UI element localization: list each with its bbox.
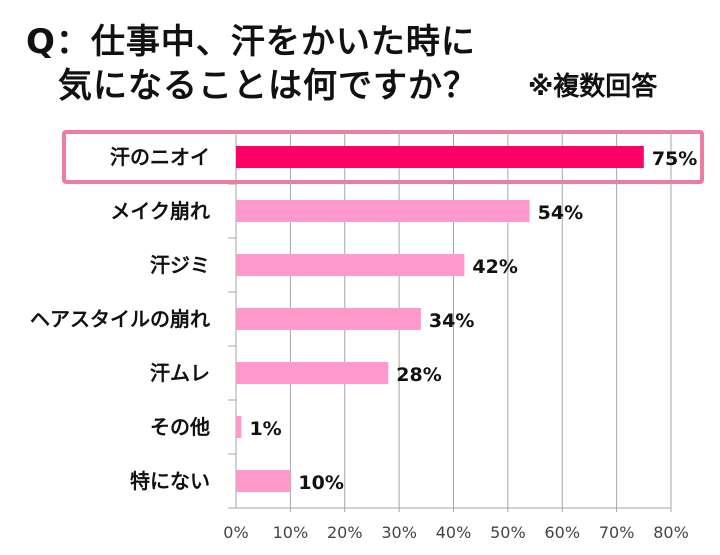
data-label: 28% — [396, 364, 441, 386]
category-label: メイク崩れ — [110, 199, 210, 223]
data-label: 75% — [652, 148, 697, 170]
category-label: 汗ジミ — [150, 253, 210, 277]
bar — [236, 200, 530, 222]
data-label: 34% — [429, 310, 474, 332]
x-tick-label: 10% — [273, 523, 309, 542]
title-line-2: 気になることは何ですか？ — [58, 66, 478, 106]
category-label: ヘアスタイルの崩れ — [30, 307, 210, 331]
x-tick-label: 80% — [653, 523, 689, 542]
x-tick-label: 30% — [381, 523, 417, 542]
category-label: 汗ムレ — [150, 361, 210, 385]
data-label: 54% — [538, 202, 583, 224]
data-label: 10% — [298, 472, 343, 494]
bar — [236, 416, 242, 438]
bar — [236, 470, 291, 492]
data-label: 42% — [472, 256, 517, 278]
x-tick-label: 20% — [327, 523, 363, 542]
category-label: 汗のニオイ — [110, 145, 210, 169]
x-tick-label: 70% — [599, 523, 635, 542]
bar — [236, 146, 644, 168]
bar — [236, 254, 465, 276]
x-tick-label: 50% — [490, 523, 526, 542]
x-tick-label: 0% — [223, 523, 248, 542]
x-tick-label: 40% — [436, 523, 472, 542]
title-line-1: Q：仕事中、汗をかいた時に — [26, 22, 476, 62]
category-label: 特にない — [130, 469, 210, 493]
bar — [236, 308, 421, 330]
x-tick-label: 60% — [544, 523, 580, 542]
multiple-answer-note: ※複数回答 — [528, 72, 658, 102]
bar — [236, 362, 389, 384]
category-label: その他 — [150, 415, 210, 439]
data-label: 1% — [249, 418, 281, 440]
